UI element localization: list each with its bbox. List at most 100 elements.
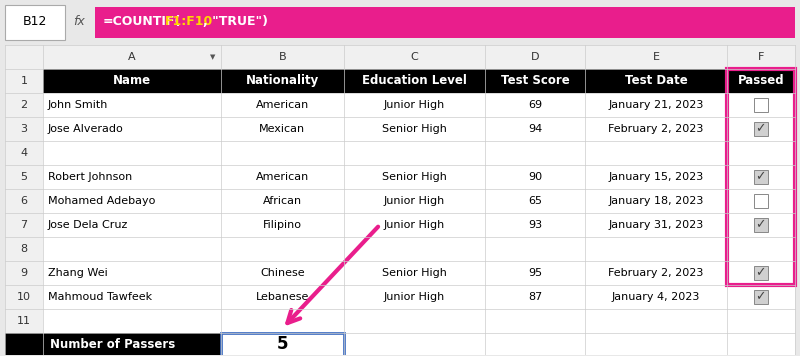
Text: E: E [653, 52, 659, 62]
Bar [754, 194, 768, 208]
Bar [5, 141, 43, 165]
Text: Education Level: Education Level [362, 74, 467, 87]
Text: 12: 12 [17, 340, 31, 350]
Text: Zhang Wei: Zhang Wei [48, 268, 108, 278]
Text: Junior High: Junior High [384, 100, 445, 110]
Bar [0, 0, 800, 45]
Text: 11: 11 [17, 315, 31, 325]
Text: Mahmoud Tawfeek: Mahmoud Tawfeek [48, 292, 152, 302]
Text: 94: 94 [528, 124, 542, 134]
Text: ✓: ✓ [755, 290, 766, 303]
Text: , "TRUE"): , "TRUE") [203, 15, 268, 28]
Text: 10: 10 [17, 292, 31, 302]
Text: January 31, 2023: January 31, 2023 [608, 220, 704, 230]
Text: ✓: ✓ [755, 218, 766, 231]
Text: =COUNTIF(: =COUNTIF( [103, 15, 182, 28]
Bar [221, 333, 344, 356]
Bar [221, 69, 344, 93]
Text: 2: 2 [21, 100, 27, 110]
Text: January 21, 2023: January 21, 2023 [608, 100, 704, 110]
Text: 65: 65 [528, 196, 542, 206]
Text: Jose Dela Cruz: Jose Dela Cruz [48, 220, 128, 230]
Bar [754, 170, 768, 184]
Bar [43, 45, 221, 69]
Text: Senior High: Senior High [382, 124, 447, 134]
Text: ✓: ✓ [755, 170, 766, 183]
Text: African: African [262, 196, 302, 206]
Text: January 18, 2023: January 18, 2023 [608, 196, 704, 206]
Text: 69: 69 [528, 100, 542, 110]
Bar [5, 261, 43, 284]
Text: 5: 5 [277, 335, 288, 354]
Text: Junior High: Junior High [384, 196, 445, 206]
Text: Filipino: Filipino [262, 220, 302, 230]
Bar [344, 45, 485, 69]
Bar [5, 45, 43, 69]
Text: 87: 87 [528, 292, 542, 302]
Bar [95, 7, 795, 38]
Text: Robert Johnson: Robert Johnson [48, 172, 132, 182]
Text: 1: 1 [21, 76, 27, 86]
Text: 93: 93 [528, 220, 542, 230]
Text: Lebanese: Lebanese [255, 292, 309, 302]
Bar [5, 69, 43, 93]
Bar [5, 333, 43, 356]
Bar [586, 45, 726, 69]
Bar [5, 117, 43, 141]
Text: American: American [256, 172, 309, 182]
Text: American: American [256, 100, 309, 110]
Bar [726, 69, 795, 93]
Bar [5, 237, 43, 261]
Text: 95: 95 [528, 268, 542, 278]
Bar [221, 45, 344, 69]
Bar [5, 5, 65, 40]
Text: February 2, 2023: February 2, 2023 [608, 268, 704, 278]
Text: B: B [278, 52, 286, 62]
Bar [5, 189, 43, 213]
Text: fx: fx [73, 15, 85, 28]
Text: A: A [128, 52, 136, 62]
Bar [726, 69, 795, 284]
Text: Number of Passers: Number of Passers [50, 338, 175, 351]
Bar [5, 284, 43, 309]
Bar [5, 309, 43, 333]
Text: Chinese: Chinese [260, 268, 305, 278]
Text: Senior High: Senior High [382, 172, 447, 182]
Bar [221, 333, 344, 356]
Text: Passed: Passed [738, 74, 784, 87]
Bar [754, 289, 768, 304]
Bar [754, 218, 768, 232]
Bar [344, 69, 485, 93]
Text: 5: 5 [21, 172, 27, 182]
Text: Test Score: Test Score [501, 74, 570, 87]
Text: Nationality: Nationality [246, 74, 319, 87]
Text: 9: 9 [21, 268, 27, 278]
Bar [485, 45, 586, 69]
Text: Name: Name [113, 74, 151, 87]
Text: C: C [410, 52, 418, 62]
Text: 7: 7 [21, 220, 27, 230]
Text: Test Date: Test Date [625, 74, 687, 87]
Text: F1:F10: F1:F10 [165, 15, 214, 28]
Bar [754, 266, 768, 279]
Text: F: F [758, 52, 764, 62]
Bar [754, 98, 768, 112]
Bar [726, 45, 795, 69]
Text: Senior High: Senior High [382, 268, 447, 278]
Text: 90: 90 [528, 172, 542, 182]
Text: 4: 4 [21, 148, 27, 158]
Text: January 4, 2023: January 4, 2023 [612, 292, 700, 302]
Bar [5, 93, 43, 117]
Text: John Smith: John Smith [48, 100, 108, 110]
Text: Junior High: Junior High [384, 292, 445, 302]
Text: 6: 6 [21, 196, 27, 206]
Bar [43, 69, 221, 93]
Text: ▼: ▼ [210, 54, 215, 60]
Bar [586, 69, 726, 93]
Text: 8: 8 [21, 244, 27, 253]
Text: February 2, 2023: February 2, 2023 [608, 124, 704, 134]
Text: 3: 3 [21, 124, 27, 134]
Bar [754, 122, 768, 136]
Bar [485, 69, 586, 93]
Bar [5, 213, 43, 237]
